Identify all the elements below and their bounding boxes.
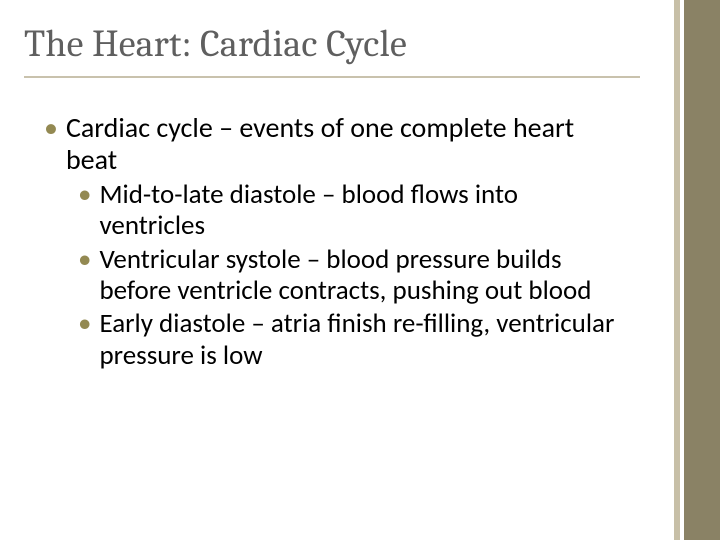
- bullet-level1: • Cardiac cycle – events of one complete…: [44, 112, 620, 177]
- slide-title: The Heart: Cardiac Cycle: [24, 22, 640, 66]
- bullet-icon: •: [78, 179, 91, 210]
- slide-content: • Cardiac cycle – events of one complete…: [44, 112, 620, 371]
- bullet-level2: • Mid-to-late diastole – blood flows int…: [78, 179, 620, 242]
- bullet-text: Early diastole – atria finish re-filling…: [99, 308, 620, 371]
- slide: The Heart: Cardiac Cycle • Cardiac cycle…: [0, 0, 720, 540]
- bullet-icon: •: [44, 112, 58, 144]
- bullet-text: Mid-to-late diastole – blood flows into …: [99, 179, 620, 242]
- bullet-text: Cardiac cycle – events of one complete h…: [66, 112, 620, 177]
- side-accent-wide: [684, 0, 720, 540]
- title-container: The Heart: Cardiac Cycle: [24, 22, 640, 78]
- bullet-icon: •: [78, 308, 91, 339]
- bullet-level2: • Ventricular systole – blood pressure b…: [78, 244, 620, 307]
- bullet-level2: • Early diastole – atria finish re-filli…: [78, 308, 620, 371]
- bullet-icon: •: [78, 244, 91, 275]
- bullet-text: Ventricular systole – blood pressure bui…: [99, 244, 620, 307]
- side-accent-band: [674, 0, 720, 540]
